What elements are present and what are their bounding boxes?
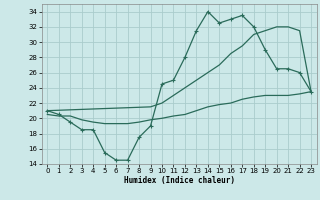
X-axis label: Humidex (Indice chaleur): Humidex (Indice chaleur) [124, 176, 235, 185]
